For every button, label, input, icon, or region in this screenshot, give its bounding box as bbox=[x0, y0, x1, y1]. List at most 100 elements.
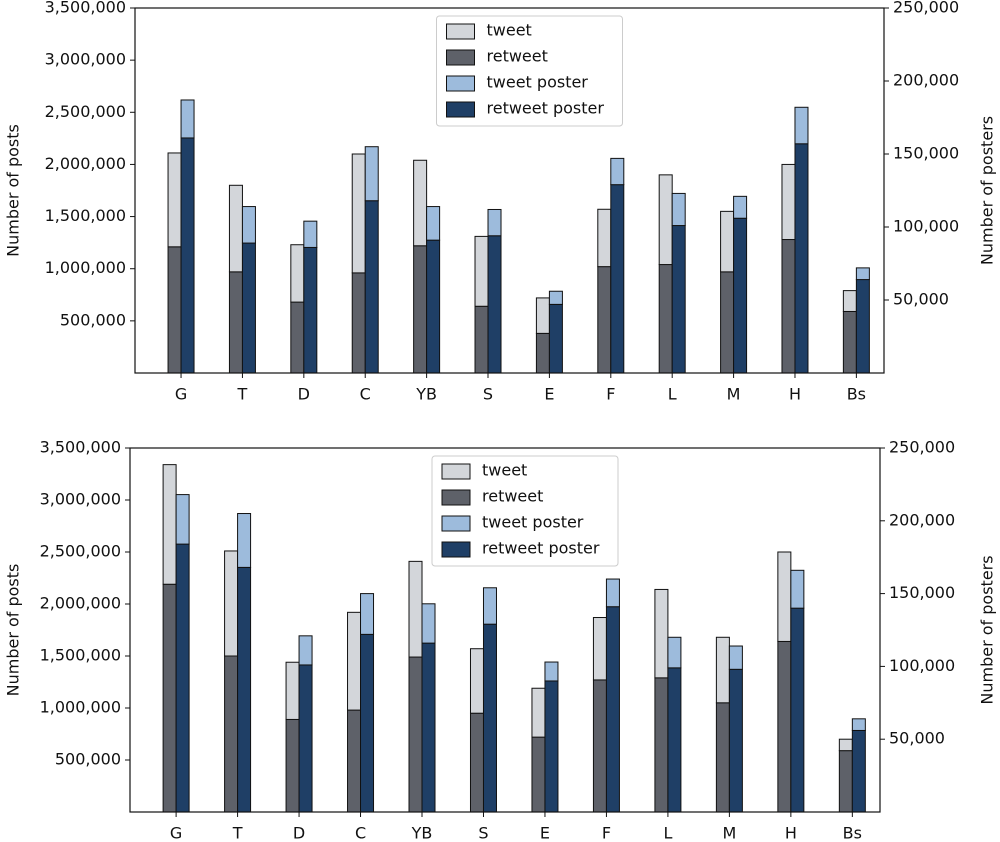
legend-swatch bbox=[441, 489, 471, 506]
bar-segment bbox=[421, 642, 436, 813]
legend-swatch bbox=[441, 515, 471, 532]
legend-label: retweet poster bbox=[482, 539, 600, 558]
bar-segment bbox=[610, 184, 625, 374]
bar-segment bbox=[162, 583, 177, 813]
legend-swatch bbox=[446, 23, 475, 40]
legend-swatch bbox=[446, 75, 475, 92]
legend-swatch bbox=[446, 101, 475, 118]
bar-segment bbox=[610, 157, 625, 186]
x-tick-label: F bbox=[602, 824, 611, 842]
y2-tick-label: 250,000 bbox=[889, 438, 955, 457]
bar-segment bbox=[482, 587, 497, 625]
bar-segment bbox=[535, 332, 550, 374]
bar-segment bbox=[544, 680, 559, 813]
legend-label: tweet poster bbox=[482, 513, 584, 532]
bar-segment bbox=[290, 244, 305, 303]
bar-segment bbox=[733, 195, 748, 219]
x-tick-label: H bbox=[789, 385, 801, 404]
x-tick-label: C bbox=[355, 824, 366, 842]
y-tick-label: 1,500,000 bbox=[45, 206, 126, 225]
bar-segment bbox=[167, 246, 182, 374]
x-tick-label: D bbox=[298, 385, 310, 404]
bar-segment bbox=[851, 718, 866, 731]
bar-segment bbox=[794, 143, 809, 374]
bar-segment bbox=[224, 550, 239, 657]
bar-segment bbox=[413, 245, 428, 374]
bar-segment bbox=[715, 636, 730, 704]
bar-segment bbox=[842, 310, 857, 374]
x-tick-label: H bbox=[785, 824, 797, 842]
y-tick-label: 2,500,000 bbox=[45, 102, 126, 121]
axes-frame bbox=[129, 447, 881, 813]
bar-segment bbox=[777, 640, 792, 813]
legend-swatch bbox=[441, 463, 471, 480]
bar-segment bbox=[654, 677, 669, 813]
legend-label: retweet poster bbox=[487, 99, 605, 118]
bar-segment bbox=[667, 667, 682, 813]
axes-frame bbox=[134, 7, 885, 374]
legend-label: tweet bbox=[482, 461, 527, 480]
bar-segment bbox=[474, 305, 489, 374]
x-tick-label: E bbox=[544, 385, 554, 404]
x-tick-label: L bbox=[663, 824, 672, 842]
x-tick-label: T bbox=[237, 385, 248, 404]
bar-segment bbox=[728, 668, 743, 813]
bar-segment bbox=[597, 266, 612, 374]
legend-swatch bbox=[441, 541, 471, 558]
bar-segment bbox=[781, 163, 796, 241]
bar-segment bbox=[855, 279, 870, 374]
bar-segment bbox=[228, 184, 243, 273]
x-tick-label: S bbox=[483, 385, 493, 404]
y-tick-label: 3,000,000 bbox=[40, 490, 121, 509]
subplot: G T D C YB S E F L M H Bs 500,000 1,000,000 1,500,000 2… bbox=[4, 438, 997, 842]
y-axis-label: Number of posts bbox=[4, 124, 23, 257]
y2-tick-label: 50,000 bbox=[889, 729, 945, 748]
bar-segment bbox=[360, 633, 375, 813]
bar-segment bbox=[781, 239, 796, 374]
bar-segment bbox=[364, 146, 379, 202]
x-tick-label: S bbox=[478, 824, 488, 842]
y-tick-label: 500,000 bbox=[60, 310, 126, 329]
bar-segment bbox=[303, 246, 318, 374]
x-tick-label: YB bbox=[415, 385, 437, 404]
y-tick-label: 2,500,000 bbox=[40, 542, 121, 561]
y-tick-label: 3,500,000 bbox=[45, 0, 126, 17]
legend-box bbox=[436, 15, 623, 127]
legend-label: tweet bbox=[487, 21, 532, 40]
y2-tick-label: 50,000 bbox=[893, 290, 949, 309]
bar-segment bbox=[671, 225, 686, 374]
bar-segment bbox=[855, 267, 870, 281]
bar-segment bbox=[531, 687, 546, 738]
bar-segment bbox=[413, 159, 428, 247]
bar-segment bbox=[658, 174, 673, 266]
bar-segment bbox=[228, 271, 243, 374]
y-tick-label: 2,000,000 bbox=[45, 154, 126, 173]
bar-segment bbox=[658, 264, 673, 374]
y2-tick-label: 100,000 bbox=[889, 656, 955, 675]
bar-segment bbox=[237, 566, 252, 813]
bar-segment bbox=[303, 220, 318, 248]
bar-segment bbox=[408, 560, 423, 658]
legend: tweet retweet tweet poster retweet poster bbox=[431, 455, 619, 567]
bar-segment bbox=[728, 645, 743, 670]
bar-segment bbox=[790, 607, 805, 813]
y-axis-label: Number of posts bbox=[4, 564, 23, 697]
bar-segment bbox=[548, 303, 563, 374]
y-tick-label: 2,000,000 bbox=[40, 594, 121, 613]
y-tick-label: 1,000,000 bbox=[40, 698, 121, 717]
bar-segment bbox=[162, 464, 177, 585]
bar-segment bbox=[426, 239, 441, 374]
y2-tick-label: 100,000 bbox=[893, 217, 959, 236]
bar-segment bbox=[360, 593, 375, 635]
bar-segment bbox=[597, 208, 612, 268]
y-tick-label: 3,000,000 bbox=[45, 50, 126, 69]
bar-segment bbox=[469, 648, 484, 714]
bar-segment bbox=[474, 235, 489, 307]
bar-segment bbox=[482, 623, 497, 813]
bar-segment bbox=[605, 578, 620, 608]
legend-swatch bbox=[446, 49, 475, 66]
bar-segment bbox=[241, 206, 256, 244]
y-tick-label: 1,000,000 bbox=[45, 258, 126, 277]
bar-segment bbox=[298, 635, 313, 666]
